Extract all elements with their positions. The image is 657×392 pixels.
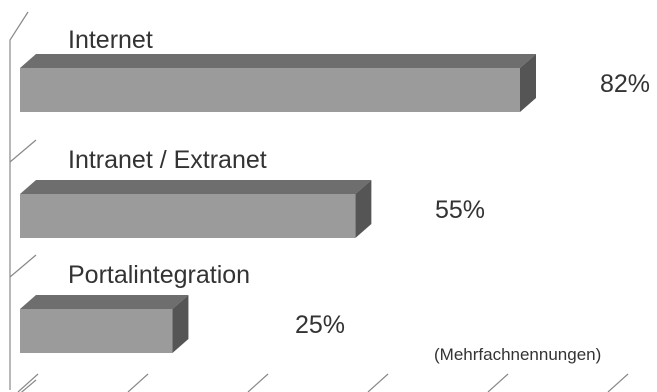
value-label-3: 25%	[295, 311, 345, 339]
floor-tick-0	[17, 373, 39, 392]
bar-1	[20, 54, 536, 112]
category-label-2: Intranet / Extranet	[68, 146, 267, 174]
bar-top-face	[20, 54, 536, 68]
floor-tick-1	[127, 373, 149, 392]
value-label-1: 82%	[600, 70, 650, 98]
chart-bars	[20, 54, 536, 353]
chart-axes	[9, 11, 629, 392]
bar-front-face	[20, 68, 520, 112]
chart-labels: Internet 82% Intranet / Extranet 55% Portali…	[68, 26, 650, 339]
floor-tick-5	[607, 373, 629, 392]
bar-top-face	[20, 295, 189, 309]
left-wall-line	[9, 11, 29, 390]
bar-side-face	[355, 180, 372, 238]
floor-tick-3	[367, 373, 389, 392]
floor-tick-4	[487, 373, 509, 392]
bar-front-face	[20, 309, 173, 353]
wall-tick-2	[20, 379, 37, 392]
wall-tick-1	[9, 254, 37, 278]
bar-top-face	[20, 180, 372, 194]
chart-note: (Mehrfachnennungen)	[434, 345, 601, 364]
bar-side-face	[172, 295, 189, 353]
category-label-1: Internet	[68, 26, 153, 54]
bar-side-face	[520, 54, 536, 112]
bar-front-face	[20, 194, 356, 238]
value-label-2: 55%	[435, 196, 485, 224]
floor-tick-2	[247, 373, 269, 392]
wall-tick-0	[9, 139, 37, 163]
category-label-3: Portalintegration	[68, 261, 250, 289]
bar-3	[20, 295, 189, 353]
bar-2	[20, 180, 372, 238]
